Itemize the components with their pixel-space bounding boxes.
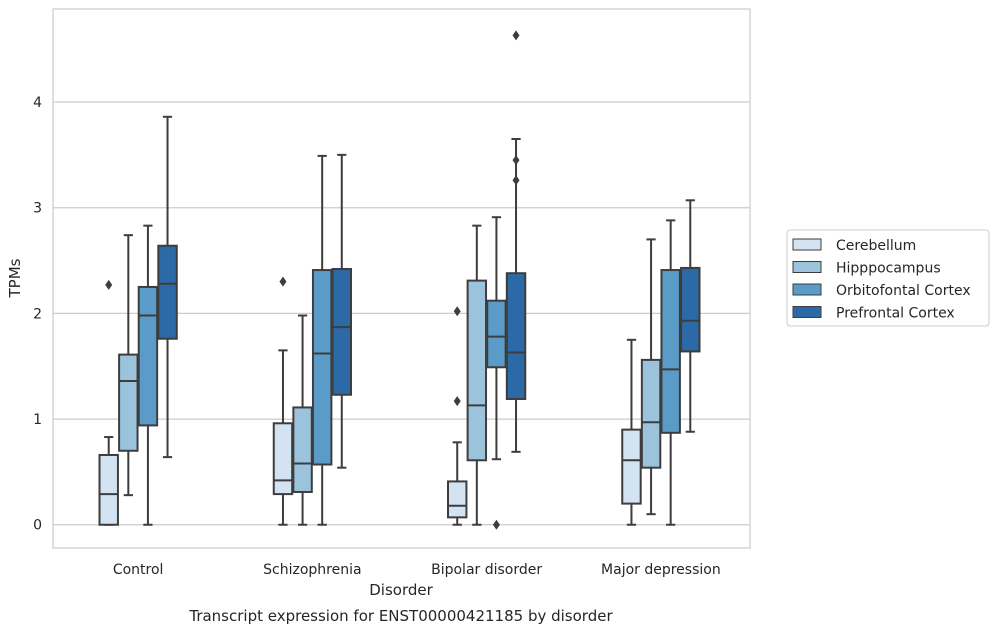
box-hipppocampus-schizophrenia xyxy=(292,314,313,526)
outlier-point xyxy=(279,276,287,287)
box-cerebellum-major-depression xyxy=(621,338,642,526)
box-body xyxy=(505,272,527,400)
box-prefrontal-cortex-major-depression xyxy=(680,199,701,433)
box-prefrontal-cortex-schizophrenia xyxy=(331,153,352,469)
legend-label: Prefrontal Cortex xyxy=(836,306,955,322)
box-body xyxy=(660,269,681,434)
box-prefrontal-cortex-control xyxy=(157,115,178,459)
outlier-point xyxy=(512,30,520,41)
outlier-point xyxy=(453,396,461,407)
y-tick-labels: 0 1 2 3 4 xyxy=(33,95,42,534)
legend-label: Orbitofontal Cortex xyxy=(836,283,971,299)
y-axis-title: TPMs xyxy=(6,258,24,298)
legend-swatch xyxy=(792,283,822,296)
box-body xyxy=(311,269,333,466)
y-tick-label-3: 3 xyxy=(33,201,42,217)
box-body xyxy=(621,428,642,505)
box-orbitofontal-cortex-schizophrenia xyxy=(311,154,333,526)
outlier-point xyxy=(512,155,520,166)
box-orbitofontal-cortex-major-depression xyxy=(660,219,681,526)
legend-entries: Cerebellum Hipppocampus Orbitofontal Corte… xyxy=(792,238,971,322)
box-body xyxy=(331,267,352,396)
outlier-point xyxy=(512,175,520,186)
box-hipppocampus-bipolar-disorder xyxy=(466,224,488,526)
box-body xyxy=(157,244,178,340)
box-orbitofontal-cortex-control xyxy=(137,224,159,526)
legend-swatch xyxy=(792,261,822,273)
box-body xyxy=(98,453,119,526)
legend-swatch xyxy=(792,238,822,251)
chart-title: Transcript expression for ENST0000042118… xyxy=(188,607,613,625)
box-prefrontal-cortex-bipolar-disorder xyxy=(505,30,527,453)
legend-entry-orbitofontal-cortex: Orbitofontal Cortex xyxy=(792,283,971,299)
plot-area-frame xyxy=(52,8,751,549)
box-hipppocampus-major-depression xyxy=(640,238,662,516)
y-tick-label-2: 2 xyxy=(33,306,42,322)
legend-entry-prefrontal-cortex: Prefrontal Cortex xyxy=(792,306,955,322)
x-tick-label-schizophrenia: Schizophrenia xyxy=(263,562,361,578)
legend: Cerebellum Hipppocampus Orbitofontal Corte… xyxy=(786,229,990,327)
legend-swatch xyxy=(792,306,822,318)
box-orbitofontal-cortex-bipolar-disorder xyxy=(486,216,507,530)
box-body xyxy=(272,422,294,496)
data-layer xyxy=(98,30,701,530)
box-body xyxy=(466,279,488,462)
legend-entry-hipppocampus: Hipppocampus xyxy=(792,261,941,277)
legend-label: Hipppocampus xyxy=(836,261,941,277)
box-body xyxy=(137,285,159,427)
x-tick-label-control: Control xyxy=(113,562,164,578)
y-tick-label-4: 4 xyxy=(33,95,42,111)
box-body xyxy=(118,353,139,452)
y-tick-label-0: 0 xyxy=(33,518,42,534)
legend-frame xyxy=(786,229,990,327)
x-tick-labels: Control Schizophrenia Bipolar disorder Majo… xyxy=(113,562,721,578)
box-cerebellum-schizophrenia xyxy=(272,276,294,526)
legend-entry-cerebellum: Cerebellum xyxy=(792,238,916,254)
legend-label: Cerebellum xyxy=(836,238,916,254)
box-cerebellum-bipolar-disorder xyxy=(447,306,468,526)
box-body xyxy=(447,480,468,519)
box-cerebellum-control xyxy=(98,279,119,526)
x-axis-title: Disorder xyxy=(369,581,433,599)
box-body xyxy=(486,299,507,369)
x-tick-label-bipolar-disorder: Bipolar disorder xyxy=(431,562,542,578)
outlier-point xyxy=(453,306,461,317)
y-tick-label-1: 1 xyxy=(33,412,42,428)
outlier-point xyxy=(492,519,500,530)
box-body xyxy=(292,406,313,493)
box-body xyxy=(640,358,662,469)
box-body xyxy=(680,266,701,353)
x-tick-label-major-depression: Major depression xyxy=(601,562,721,578)
box-hipppocampus-control xyxy=(118,234,139,497)
outlier-point xyxy=(105,279,113,290)
